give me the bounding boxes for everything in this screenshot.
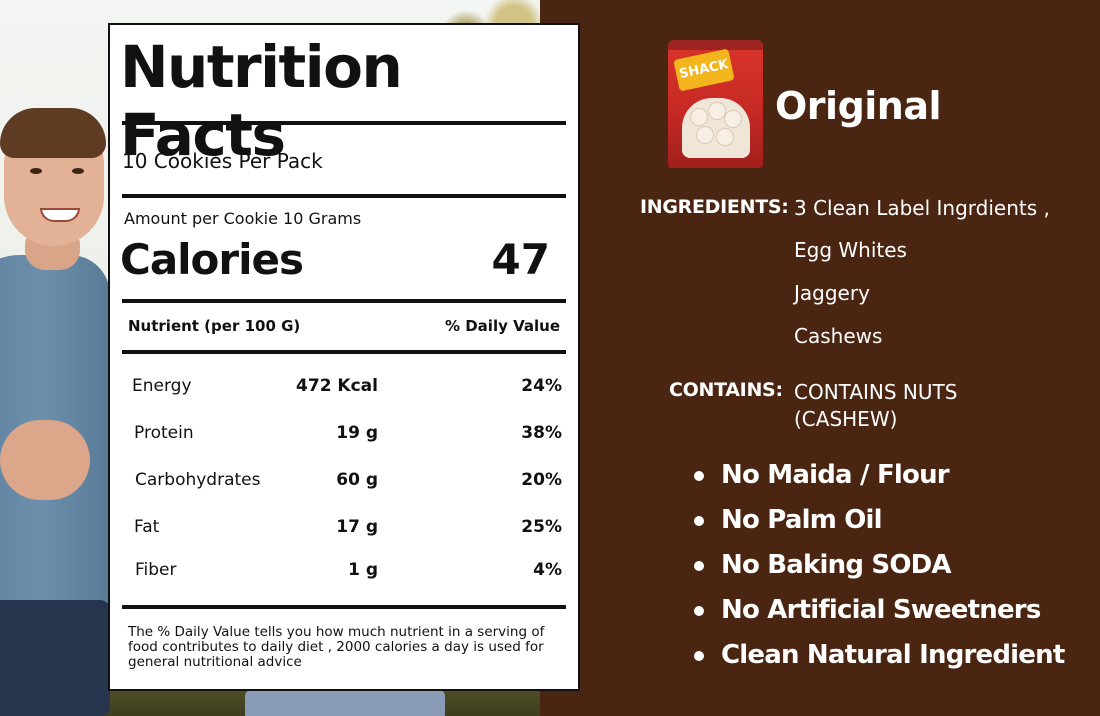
nutrient-column-header: Nutrient (per 100 G) [128,317,301,335]
product-name: Original [775,84,942,128]
runner-eye [30,168,42,174]
pack-seal [668,40,763,50]
bullet-icon [694,471,704,481]
cookie-icon [696,126,714,144]
nutrient-daily-value: 24% [521,376,562,396]
claim-text: No Palm Oil [721,505,883,535]
product-pack-image: SHACK [668,40,763,168]
daily-value-column-header: % Daily Value [444,317,560,335]
claim-item: Clean Natural Ingredient [694,640,1065,685]
nutrient-daily-value: 4% [533,560,562,580]
label-divider [122,605,566,609]
nutrient-amount: 1 g [348,560,378,580]
cookie-icon [724,110,742,128]
label-divider [122,121,566,125]
runner-hair [0,108,106,158]
nutrient-amount: 17 g [336,517,378,537]
nutrient-name: Carbohydrates [135,470,261,490]
runner-arm [0,420,90,500]
pack-window [682,98,750,158]
runner-figure [0,0,130,716]
claim-text: Clean Natural Ingredient [721,640,1065,670]
allergen-text: CONTAINS NUTS (CASHEW) [794,380,958,431]
ingredients-label: INGREDIENTS: [640,196,789,218]
claim-item: No Palm Oil [694,505,1064,550]
claim-text: No Maida / Flour [721,460,950,490]
daily-value-footnote: The % Daily Value tells you how much nut… [128,624,545,670]
label-title: Nutrition Facts [120,33,403,169]
background-runner-legs [245,690,445,716]
nutrient-row: Protein 19 g 38% [110,423,578,453]
cookie-icon [690,108,708,126]
contains-label: CONTAINS: [669,379,783,401]
runner-eye [72,168,84,174]
ingredient-item: Jaggery [794,281,870,305]
label-divider [122,194,566,198]
label-divider [122,299,566,303]
nutrient-row: Fat 17 g 25% [110,517,578,547]
claim-item: No Baking SODA [694,550,1064,595]
nutrient-daily-value: 25% [521,517,562,537]
nutrient-name: Fiber [135,560,177,580]
bullet-icon [694,651,704,661]
cookie-icon [708,102,726,120]
brand-logo: SHACK [673,48,735,92]
nutrient-daily-value: 20% [521,470,562,490]
bullet-icon [694,516,704,526]
bullet-icon [694,606,704,616]
nutrient-daily-value: 38% [521,423,562,443]
nutrient-row: Carbohydrates 60 g 20% [110,470,578,500]
ingredient-item: 3 Clean Label Ingrdients , [794,196,1050,220]
claim-item: No Artificial Sweetners [694,595,1064,640]
nutrition-label: Nutrition Facts 10 Cookies Per Pack Amou… [108,23,580,691]
calories-label: Calories [120,235,304,284]
cookie-icon [716,128,734,146]
product-claims-list: No Maida / Flour No Palm Oil No Baking S… [694,460,1065,685]
runner-shorts [0,600,110,716]
bullet-icon [694,561,704,571]
nutrient-name: Energy [132,376,192,396]
nutrient-name: Fat [134,517,160,537]
ingredient-item: Cashews [794,324,883,348]
amount-per-serving: Amount per Cookie 10 Grams [124,209,362,228]
claim-text: No Baking SODA [721,550,952,580]
servings-per-pack: 10 Cookies Per Pack [122,149,323,173]
claim-item: No Maida / Flour [694,460,1064,505]
nutrient-amount: 60 g [336,470,378,490]
nutrient-row: Fiber 1 g 4% [110,560,578,590]
label-divider [122,350,566,354]
calories-value: 47 [491,235,550,284]
ingredient-item: Egg Whites [794,238,907,262]
claim-text: No Artificial Sweetners [721,595,1041,625]
nutrient-row: Energy 472 Kcal 24% [110,376,578,406]
nutrient-amount: 472 Kcal [296,376,378,396]
nutrient-name: Protein [134,423,194,443]
nutrient-amount: 19 g [336,423,378,443]
